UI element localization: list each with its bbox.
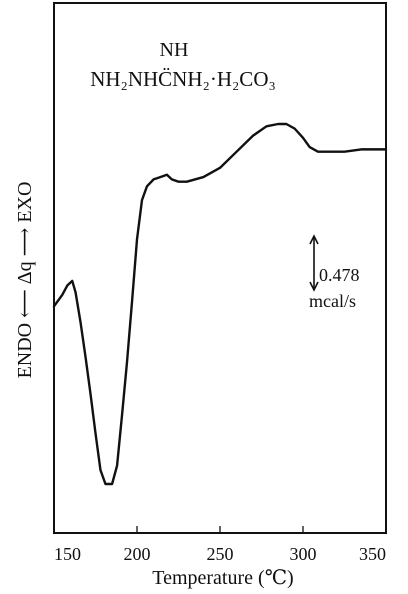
formula-top-line: NH <box>160 39 189 61</box>
x-tick-label: 250 <box>207 544 234 564</box>
scale-bar: 0.478 mcal/s <box>309 234 360 311</box>
scale-bar-unit: mcal/s <box>309 291 356 311</box>
x-tick-label: 350 <box>359 544 386 564</box>
scale-bar-down-arrow <box>309 281 319 292</box>
x-tick-labels: 150 200 250 300 350 <box>54 544 386 564</box>
x-tick-marks <box>53 526 387 533</box>
series-line <box>52 122 388 486</box>
scale-bar-value: 0.478 <box>319 265 360 285</box>
x-tick-label: 300 <box>290 544 317 564</box>
x-tick-label: 200 <box>124 544 151 564</box>
x-tick-label: 150 <box>54 544 81 564</box>
x-axis-title: Temperature (℃) <box>152 567 293 589</box>
scale-bar-up-arrow <box>309 234 319 245</box>
y-axis-title: ENDO ⟵ Δq ⟶ EXO <box>14 182 36 379</box>
formula-main-line: NH₂NHC̈NH₂·H₂CO₃ <box>90 67 276 91</box>
